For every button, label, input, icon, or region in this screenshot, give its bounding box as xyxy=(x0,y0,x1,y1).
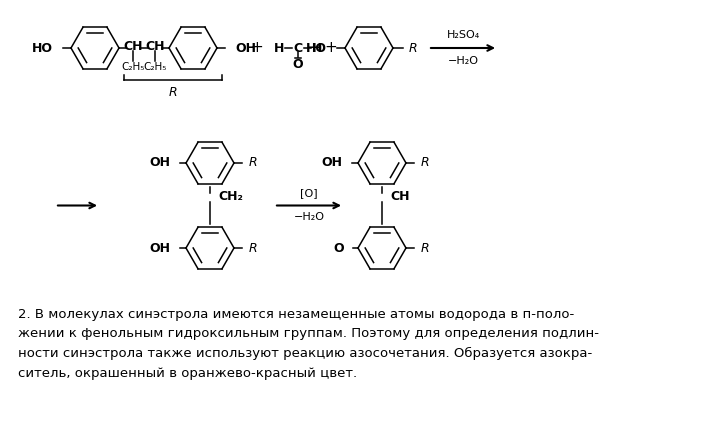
Text: +: + xyxy=(251,40,263,56)
Text: +: + xyxy=(325,40,338,56)
Text: H₂SO₄: H₂SO₄ xyxy=(447,30,480,40)
Text: C: C xyxy=(293,41,303,54)
Text: OH: OH xyxy=(149,157,170,170)
Text: −H₂O: −H₂O xyxy=(293,213,325,222)
Text: H: H xyxy=(312,41,322,54)
Text: OH: OH xyxy=(235,41,256,54)
Text: OH: OH xyxy=(149,242,170,255)
Text: R: R xyxy=(421,242,429,255)
Text: OH: OH xyxy=(321,157,342,170)
Text: −H₂O: −H₂O xyxy=(447,56,478,66)
Text: 2. В молекулах синэстрола имеются незамещенные атомы водорода в п-поло-
жении к : 2. В молекулах синэстрола имеются незаме… xyxy=(18,308,599,380)
Text: CH: CH xyxy=(123,40,143,53)
Text: HO: HO xyxy=(32,41,53,54)
Text: CH: CH xyxy=(390,190,409,203)
Text: R: R xyxy=(249,242,257,255)
Text: R: R xyxy=(168,85,177,98)
Text: C₂H₅: C₂H₅ xyxy=(143,62,166,72)
Text: O: O xyxy=(333,242,344,255)
Text: CH: CH xyxy=(146,40,165,53)
Text: [O]: [O] xyxy=(300,189,318,198)
Text: CH₂: CH₂ xyxy=(218,190,243,203)
Text: C₂H₅: C₂H₅ xyxy=(121,62,145,72)
Text: HO: HO xyxy=(306,41,327,54)
Text: R: R xyxy=(409,41,417,54)
Text: R: R xyxy=(421,157,429,170)
Text: O: O xyxy=(293,57,303,70)
Text: R: R xyxy=(249,157,257,170)
Text: H: H xyxy=(274,41,284,54)
